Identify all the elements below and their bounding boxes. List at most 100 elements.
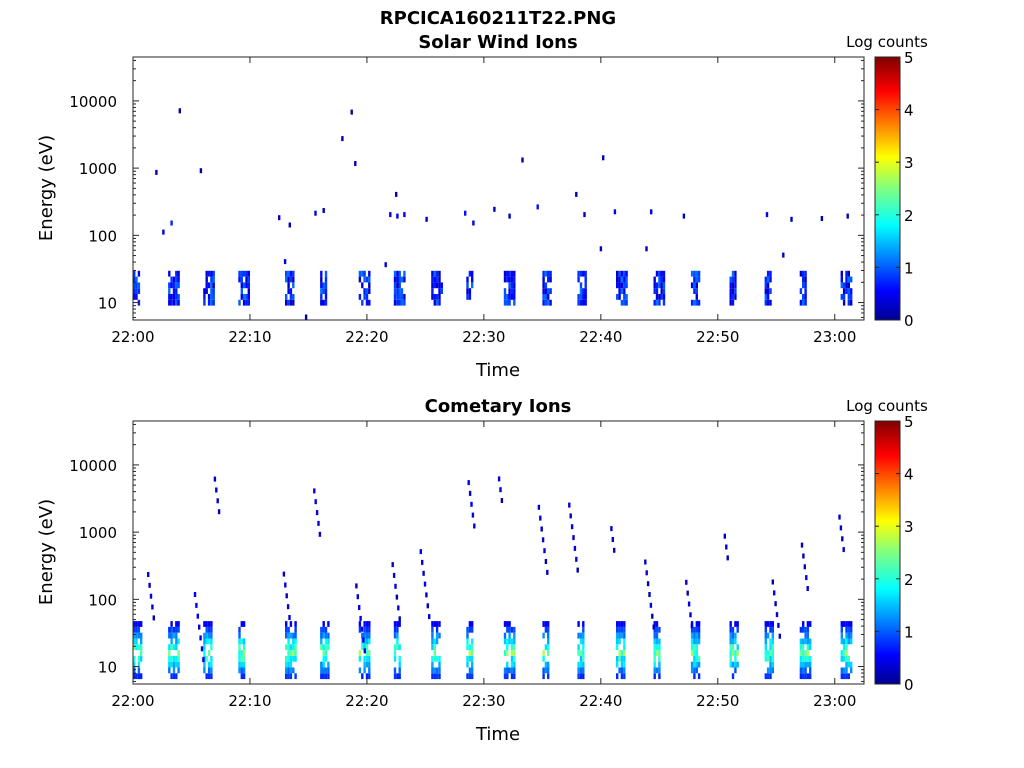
heatmap-cell	[804, 299, 807, 306]
heatmap-cell	[542, 288, 545, 294]
heatmap-cell	[658, 661, 661, 668]
heatmap-cell	[769, 673, 772, 680]
heatmap-cell	[466, 282, 469, 289]
heatmap-cell	[403, 294, 406, 300]
heatmap-cell	[775, 612, 779, 618]
heatmap-cell	[841, 536, 844, 542]
heatmap-cell	[693, 655, 696, 662]
heatmap-cell	[655, 270, 659, 277]
heatmap-cell	[513, 644, 516, 651]
heatmap-cell	[428, 614, 431, 620]
heatmap-cell	[133, 667, 136, 674]
heatmap-cell	[403, 299, 406, 306]
heatmap-cell	[289, 650, 293, 656]
x-tick-label: 23:00	[813, 328, 856, 346]
heatmap-cell	[396, 638, 399, 645]
heatmap-cell	[695, 294, 698, 300]
heatmap-cell	[137, 282, 141, 289]
heatmap-cell	[175, 644, 178, 651]
heatmap-cell	[240, 282, 243, 289]
heatmap-cell	[393, 288, 397, 294]
heatmap-cell	[542, 282, 545, 289]
heatmap-cell	[400, 288, 404, 294]
heatmap-cell	[433, 644, 436, 651]
heatmap-cell	[318, 531, 322, 537]
heatmap-cell	[168, 294, 171, 300]
heatmap-cell	[610, 526, 613, 532]
heatmap-cell	[466, 644, 469, 651]
heatmap-cell	[764, 650, 767, 656]
heatmap-cell	[769, 276, 772, 283]
heatmap-cell	[361, 632, 364, 639]
heatmap-cell	[292, 650, 295, 656]
heatmap-cell	[247, 282, 250, 289]
heatmap-cell	[577, 644, 580, 651]
heatmap-cell	[365, 661, 369, 668]
heatmap-cell	[238, 655, 241, 662]
heatmap-cell	[847, 638, 850, 645]
heatmap-cell	[175, 638, 178, 645]
heatmap-cell	[393, 276, 397, 283]
heatmap-cell	[693, 650, 696, 656]
heatmap-cell	[623, 270, 626, 277]
heatmap-cell	[294, 673, 297, 680]
heatmap-cell	[579, 288, 583, 294]
heatmap-cell	[802, 638, 805, 645]
heatmap-cell	[320, 294, 323, 300]
heatmap-cell	[693, 276, 696, 283]
heatmap-cell	[729, 626, 732, 633]
heatmap-cell	[508, 270, 511, 277]
heatmap-cell	[324, 276, 328, 283]
heatmap-cell	[320, 270, 323, 277]
heatmap-cell	[172, 667, 176, 674]
x-tick-label: 22:00	[111, 328, 154, 346]
heatmap-cell	[803, 564, 806, 570]
heatmap-cell	[438, 661, 441, 668]
heatmap-cell	[365, 655, 369, 662]
heatmap-cell	[799, 655, 803, 662]
heatmap-cell	[350, 109, 353, 115]
heatmap-cell	[845, 655, 848, 662]
heatmap-cell	[544, 621, 548, 627]
heatmap-cell	[660, 282, 663, 289]
heatmap-cell	[471, 650, 474, 656]
heatmap-cell	[542, 673, 545, 680]
heatmap-cell	[207, 282, 211, 289]
heatmap-cell	[170, 282, 173, 289]
heatmap-cell	[322, 208, 325, 213]
heatmap-cell	[247, 299, 250, 306]
heatmap-cell	[510, 626, 514, 633]
heatmap-cell	[544, 661, 548, 668]
heatmap-cell	[471, 638, 474, 645]
heatmap-cell	[618, 638, 621, 645]
heatmap-cell	[506, 276, 509, 283]
heatmap-cell	[358, 294, 362, 300]
heatmap-cell	[170, 638, 173, 645]
heatmap-cell	[175, 621, 178, 627]
heatmap-cell	[170, 220, 173, 226]
heatmap-cell	[842, 294, 846, 300]
heatmap-cell	[464, 210, 467, 216]
heatmap-cell	[205, 655, 208, 662]
heatmap-cell	[322, 650, 325, 656]
heatmap-cell	[440, 282, 443, 289]
heatmap-cell	[199, 635, 202, 641]
solar-wind-ticks: 22:00 22:10 22:20 22:30 22:40 22:50 23:00 10 100…	[69, 57, 864, 346]
heatmap-cell	[766, 632, 770, 639]
heatmap-cell	[471, 512, 475, 518]
heatmap-cell	[361, 299, 364, 306]
solar-wind-title: Solar Wind Ions	[418, 32, 577, 53]
heatmap-cell	[799, 626, 803, 633]
heatmap-cell	[354, 161, 357, 166]
solar-wind-colorbar-label: Log counts	[846, 33, 928, 51]
heatmap-cell	[687, 601, 691, 607]
heatmap-cell	[618, 632, 621, 639]
heatmap-cell	[363, 632, 366, 639]
heatmap-cell	[806, 638, 810, 645]
heatmap-cell	[799, 288, 803, 294]
heatmap-cell	[287, 667, 290, 674]
heatmap-cell	[582, 632, 585, 639]
heatmap-cell	[658, 299, 661, 306]
heatmap-cell	[168, 626, 171, 633]
heatmap-cell	[799, 299, 803, 306]
